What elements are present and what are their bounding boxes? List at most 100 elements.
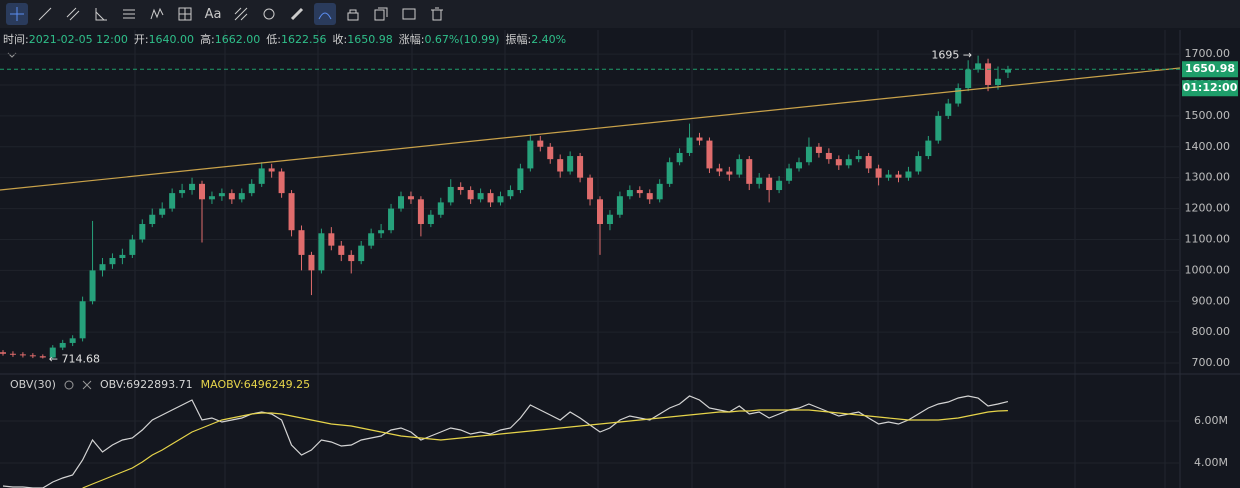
candle-body xyxy=(19,354,26,356)
series-line xyxy=(82,409,1008,488)
candle-body xyxy=(895,174,902,178)
candle-body xyxy=(686,137,693,153)
candle-body xyxy=(89,270,96,302)
candle-body xyxy=(99,264,106,271)
y-tick-label: 1300.00 xyxy=(1185,171,1231,184)
candle-body xyxy=(378,230,385,234)
fib-tool[interactable] xyxy=(118,3,140,25)
candle-body xyxy=(865,156,872,169)
candle-body xyxy=(427,214,434,225)
magnet-tool[interactable] xyxy=(258,3,280,25)
candle-body xyxy=(965,69,972,89)
crosshair-tool[interactable] xyxy=(6,3,28,25)
candle-body xyxy=(696,137,703,141)
y-tick-label: 800.00 xyxy=(1192,325,1231,338)
y-tick-label: 900.00 xyxy=(1192,294,1231,307)
y-tick-label: 1700.00 xyxy=(1185,47,1231,60)
candle-body xyxy=(726,171,733,175)
candle-body xyxy=(875,168,882,178)
candle-body xyxy=(796,162,802,169)
screenshot-tool[interactable] xyxy=(398,3,420,25)
candle-body xyxy=(129,239,136,255)
candle-body xyxy=(527,140,534,169)
candle-body xyxy=(0,352,6,354)
y-tick-label: 1200.00 xyxy=(1185,202,1231,215)
line-tool[interactable] xyxy=(34,3,56,25)
y-tick-label: 1000.00 xyxy=(1185,263,1231,276)
y-tick-label: 1100.00 xyxy=(1185,232,1231,245)
candle-body xyxy=(935,115,942,141)
toolbar: Aa xyxy=(0,0,1240,28)
info-value: 1640.00 xyxy=(148,33,195,46)
candle-body xyxy=(218,193,225,197)
candle-body xyxy=(407,196,414,200)
last-price-label: 1650.98 xyxy=(1185,62,1235,75)
candle-body xyxy=(776,180,783,191)
close-icon[interactable] xyxy=(82,380,92,390)
candle-body xyxy=(925,140,932,157)
candle-body xyxy=(149,214,156,225)
candle-body xyxy=(885,174,892,178)
y-tick-label: 6.00M xyxy=(1194,414,1228,427)
candle-body xyxy=(945,103,952,116)
candle-body xyxy=(447,186,454,203)
candle-body xyxy=(348,254,355,262)
settings-icon[interactable] xyxy=(64,380,74,390)
angle-tool[interactable] xyxy=(90,3,112,25)
candle-body xyxy=(388,208,395,231)
info-label: 涨幅: xyxy=(398,33,425,46)
trendline xyxy=(0,67,1180,191)
info-label: 低: xyxy=(266,33,281,46)
candle-body xyxy=(467,190,474,200)
candle-body xyxy=(786,168,793,181)
candle-body xyxy=(547,146,554,160)
info-value: 2021-02-05 12:00 xyxy=(28,33,128,46)
candle-body xyxy=(905,171,912,178)
pattern-tool[interactable] xyxy=(230,3,252,25)
candle-body xyxy=(557,159,564,172)
candle-body xyxy=(955,88,962,104)
candle-body xyxy=(706,140,713,169)
info-value: 1662.00 xyxy=(214,33,261,46)
candle-body xyxy=(676,152,683,163)
channel-tool[interactable] xyxy=(62,3,84,25)
candle-body xyxy=(626,190,633,197)
candle-body xyxy=(616,196,623,215)
wave-tool[interactable] xyxy=(146,3,168,25)
ruler-tool[interactable] xyxy=(286,3,308,25)
candle-body xyxy=(1004,69,1011,73)
y-tick-label: 4.00M xyxy=(1194,456,1228,469)
candle-body xyxy=(248,183,255,194)
v-grid xyxy=(134,30,1166,488)
info-value: 2.40% xyxy=(531,33,567,46)
candle-body xyxy=(189,183,196,191)
candle-body xyxy=(656,183,663,200)
candle-body xyxy=(835,159,842,166)
copy-tool[interactable] xyxy=(370,3,392,25)
candle-body xyxy=(915,156,922,172)
candle-body xyxy=(59,342,66,348)
candle-body xyxy=(288,193,295,231)
candle-body xyxy=(517,168,524,191)
y-tick-label: 700.00 xyxy=(1192,356,1231,369)
candle-body xyxy=(318,233,325,271)
candle-body xyxy=(179,190,186,194)
candle-body xyxy=(477,193,484,200)
candle-body xyxy=(736,159,743,175)
lock-tool[interactable] xyxy=(342,3,364,25)
candle-body xyxy=(308,254,315,271)
delete-tool[interactable] xyxy=(426,3,448,25)
info-label: 收: xyxy=(332,33,348,46)
candle-body xyxy=(109,258,116,265)
price-box xyxy=(1182,61,1238,78)
candle-body xyxy=(815,146,822,153)
candle-body xyxy=(756,177,763,184)
measure-tool[interactable] xyxy=(174,3,196,25)
text-tool[interactable]: Aa xyxy=(204,6,222,22)
draw-mode[interactable] xyxy=(314,3,336,25)
candle-body xyxy=(855,156,862,160)
countdown-label: 01:12:00 xyxy=(1183,81,1238,94)
candle-body xyxy=(258,168,265,184)
